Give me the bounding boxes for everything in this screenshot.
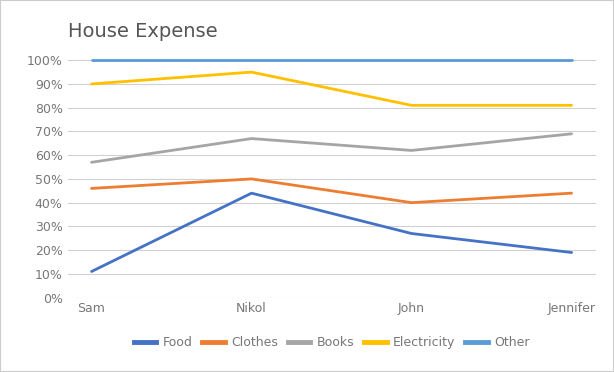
Food (88, 269, 95, 274)
Line: Food: Food (91, 193, 572, 272)
Books (568, 132, 575, 136)
Books (248, 136, 255, 141)
Food (408, 231, 415, 236)
Legend: Food, Clothes, Books, Electricity, Other: Food, Clothes, Books, Electricity, Other (134, 336, 529, 349)
Electricity (248, 70, 255, 74)
Electricity (568, 103, 575, 108)
Books (408, 148, 415, 153)
Other (568, 58, 575, 62)
Books (88, 160, 95, 164)
Electricity (88, 82, 95, 86)
Other (408, 58, 415, 62)
Other (88, 58, 95, 62)
Line: Books: Books (91, 134, 572, 162)
Electricity (408, 103, 415, 108)
Clothes (248, 177, 255, 181)
Line: Clothes: Clothes (91, 179, 572, 203)
Line: Electricity: Electricity (91, 72, 572, 105)
Text: House Expense: House Expense (68, 22, 217, 41)
Clothes (408, 201, 415, 205)
Clothes (568, 191, 575, 195)
Other (248, 58, 255, 62)
Clothes (88, 186, 95, 190)
Food (248, 191, 255, 195)
Food (568, 250, 575, 255)
